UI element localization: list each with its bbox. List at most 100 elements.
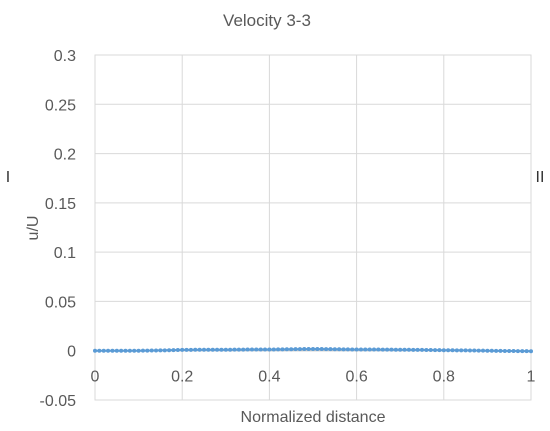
data-point xyxy=(415,347,420,352)
data-point xyxy=(280,347,285,352)
data-point xyxy=(175,348,180,353)
data-point xyxy=(424,347,429,352)
data-point xyxy=(136,348,141,353)
data-point xyxy=(258,347,263,352)
data-point xyxy=(393,347,398,352)
data-point xyxy=(127,348,132,353)
data-point xyxy=(437,348,442,353)
data-point xyxy=(420,347,424,352)
data-point xyxy=(202,347,206,352)
data-point xyxy=(219,347,224,352)
data-point xyxy=(180,347,185,352)
data-point xyxy=(467,348,472,353)
data-point xyxy=(433,348,438,353)
data-point xyxy=(498,348,503,353)
x-tick-label: 0 xyxy=(91,369,100,386)
data-point xyxy=(520,349,525,354)
data-point xyxy=(249,347,254,352)
data-point xyxy=(228,347,233,352)
data-point xyxy=(345,347,350,352)
data-point xyxy=(341,347,346,352)
data-point xyxy=(184,347,189,352)
data-point xyxy=(319,347,324,352)
data-point xyxy=(110,348,115,353)
data-point xyxy=(363,347,368,352)
data-point xyxy=(241,347,246,352)
data-point xyxy=(398,347,403,352)
data-point xyxy=(254,347,259,352)
data-point xyxy=(206,347,211,352)
data-point xyxy=(324,347,329,352)
data-series xyxy=(93,346,533,354)
data-point xyxy=(188,347,193,352)
data-point xyxy=(263,347,268,352)
data-point xyxy=(446,348,451,353)
data-point xyxy=(236,347,241,352)
x-tick-label: 0.6 xyxy=(345,369,367,386)
data-point xyxy=(97,348,102,353)
data-point xyxy=(489,348,494,353)
data-point xyxy=(411,347,416,352)
x-tick-label: 0.8 xyxy=(433,369,455,386)
data-point xyxy=(245,347,250,352)
data-point xyxy=(385,347,390,352)
data-point xyxy=(402,347,407,352)
data-point xyxy=(93,348,97,353)
data-point xyxy=(376,347,381,352)
data-point xyxy=(472,348,477,353)
data-point xyxy=(511,349,516,354)
data-point xyxy=(106,348,111,353)
data-point xyxy=(167,348,172,353)
left-section-label: I xyxy=(6,169,10,186)
data-point xyxy=(149,348,154,353)
y-tick-label: -0.05 xyxy=(40,393,77,410)
data-point xyxy=(524,349,529,354)
y-tick-label: 0 xyxy=(67,344,76,361)
y-tick-labels: 0.3 0.25 0.2 0.15 0.1 0.05 0 -0.05 xyxy=(40,48,77,410)
data-point xyxy=(476,348,481,353)
data-point xyxy=(337,347,342,352)
data-point xyxy=(215,347,220,352)
data-point xyxy=(332,347,337,352)
data-point xyxy=(350,347,355,352)
data-point xyxy=(171,348,176,353)
data-point xyxy=(267,347,272,352)
data-point xyxy=(140,348,145,353)
data-point xyxy=(293,347,298,352)
data-point xyxy=(271,347,276,352)
data-point xyxy=(101,348,106,353)
data-point xyxy=(311,346,315,351)
data-point xyxy=(454,348,459,353)
data-point xyxy=(119,348,124,353)
data-point xyxy=(197,347,202,352)
data-point xyxy=(463,348,468,353)
data-point xyxy=(372,347,377,352)
y-tick-label: 0.3 xyxy=(54,48,76,65)
y-tick-label: 0.25 xyxy=(45,97,76,114)
data-point xyxy=(328,347,333,352)
x-axis-title: Normalized distance xyxy=(241,409,386,426)
data-point xyxy=(380,347,385,352)
data-point xyxy=(154,348,159,353)
data-point xyxy=(289,347,294,352)
data-point xyxy=(515,349,520,354)
data-point xyxy=(297,347,302,352)
data-point xyxy=(284,347,289,352)
data-point xyxy=(306,346,311,351)
x-tick-label: 1 xyxy=(527,369,536,386)
data-point xyxy=(529,349,533,354)
y-tick-label: 0.15 xyxy=(45,196,76,213)
data-point xyxy=(114,348,119,353)
plot-area xyxy=(94,54,532,401)
data-point xyxy=(123,348,128,353)
data-point xyxy=(485,348,490,353)
data-point xyxy=(481,348,486,353)
data-point xyxy=(494,348,499,353)
data-point xyxy=(406,347,411,352)
x-tick-label: 0.2 xyxy=(171,369,193,386)
data-point xyxy=(502,348,507,353)
data-point xyxy=(223,347,228,352)
data-point xyxy=(132,348,137,353)
data-point xyxy=(441,348,446,353)
